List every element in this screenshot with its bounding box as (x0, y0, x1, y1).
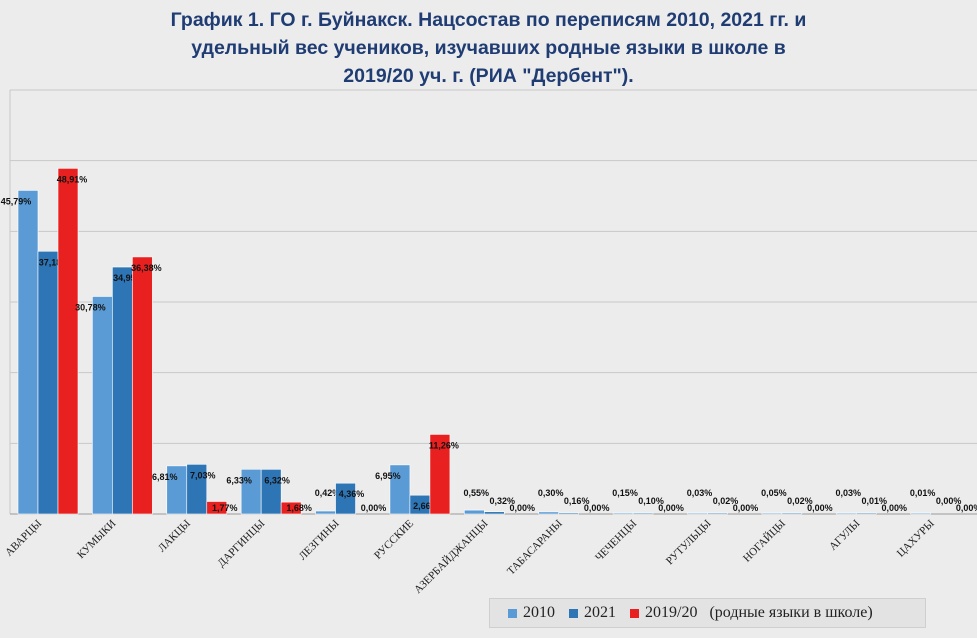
data-label: 0,03% (835, 488, 861, 498)
category-label: АГУЛЫ (827, 517, 863, 553)
data-label: 0,00% (361, 503, 387, 513)
category-label: АЗЕРБАЙДЖАНЦЫ (412, 517, 491, 596)
legend-item-2019: 2019/20 (родные языки в школе) (630, 604, 873, 622)
bar (910, 512, 931, 515)
bar (186, 464, 208, 515)
category-label: РУССКИЕ (372, 517, 416, 561)
category-label: ДАРГИНЦЫ (215, 517, 267, 569)
legend-swatch-2019 (630, 608, 639, 618)
category-label: ЛАКЦЫ (156, 517, 193, 554)
bar (761, 512, 783, 515)
data-label: 45,79% (1, 196, 32, 206)
bar (429, 434, 451, 515)
data-label: 11,26% (429, 440, 459, 450)
bar (484, 511, 505, 515)
category-label: КУМЫКИ (75, 518, 119, 562)
bar (558, 512, 579, 515)
category-label: ЦАХУРЫ (895, 517, 937, 559)
bar (315, 510, 336, 515)
legend-label-2019: 2019/20 (645, 604, 698, 621)
category-label: НОГАЙЦЫ (741, 517, 788, 564)
category-label: ЧЕЧЕНЦЫ (593, 517, 639, 563)
data-label: 0,16% (564, 496, 590, 506)
legend-note: (родные языки в школе) (709, 604, 873, 621)
data-label: 0,55% (464, 488, 490, 498)
data-label: 0,10% (638, 496, 664, 506)
data-label: 30,78% (75, 302, 106, 312)
data-label: 1,68% (286, 503, 312, 513)
data-label: 0,01% (910, 488, 936, 498)
data-label: 0,02% (713, 496, 739, 506)
legend-swatch-2010 (508, 608, 517, 618)
bar (389, 464, 411, 515)
data-label: 0,32% (490, 496, 516, 506)
data-label: 0,00% (956, 503, 977, 513)
category-label: АВАРЦЫ (3, 517, 44, 558)
legend-label-2010: 2010 (523, 604, 555, 621)
data-label: 6,81% (152, 472, 178, 482)
data-label: 37,18% (39, 257, 70, 267)
category-label: ТАБАСАРАНЫ (505, 517, 565, 577)
legend-item-2021: 2021 (569, 604, 616, 622)
data-label: 36,38% (131, 263, 162, 273)
bar (612, 512, 634, 515)
data-label: 0,00% (936, 496, 962, 506)
data-label: 0,00% (658, 503, 684, 513)
legend-label-2021: 2021 (584, 604, 616, 621)
bar (781, 512, 803, 515)
legend-swatch-2021 (569, 608, 578, 618)
data-label: 0,00% (881, 503, 907, 513)
title-line-2: удельный вес учеников, изучавших родные … (191, 37, 786, 59)
title-line-3: 2019/20 уч. г. (РИА "Дербент"). (343, 65, 634, 87)
data-label: 4,36% (339, 489, 365, 499)
bar (707, 512, 728, 515)
bar (112, 266, 133, 515)
bar (538, 511, 559, 515)
data-label: 0,30% (538, 488, 564, 498)
data-label: 0,03% (687, 488, 713, 498)
data-label: 0,42% (315, 488, 341, 498)
data-label: 1,77% (212, 503, 238, 513)
bar (464, 509, 485, 515)
data-label: 0,01% (861, 496, 887, 506)
data-label: 0,00% (733, 503, 759, 513)
bar (855, 512, 877, 515)
data-label: 2,66% (413, 501, 439, 511)
bar (92, 296, 113, 515)
category-label: РУТУЛЬЦЫ (664, 517, 714, 567)
category-label: ЛЕЗГИНЫ (297, 517, 342, 562)
bar (632, 512, 654, 515)
data-label: 6,95% (375, 471, 401, 481)
chart-title: График 1. ГО г. Буйнакск. Нацсостав по п… (0, 6, 977, 90)
bar (17, 190, 39, 515)
data-label: 7,03% (190, 470, 216, 480)
bar (132, 256, 153, 515)
bar (260, 469, 282, 515)
bar (206, 501, 228, 515)
data-label: 0,15% (612, 488, 638, 498)
legend: 2010 2021 2019/20 (родные языки в школе) (489, 598, 926, 628)
data-label: 0,02% (787, 496, 813, 506)
data-label: 0,00% (510, 503, 536, 513)
bar (37, 250, 59, 515)
bar (280, 501, 302, 515)
data-label: 0,05% (761, 488, 787, 498)
data-label: 6,33% (226, 475, 252, 485)
title-line-1: График 1. ГО г. Буйнакск. Нацсостав по п… (170, 9, 807, 31)
data-label: 0,00% (807, 503, 833, 513)
bar (687, 512, 708, 515)
bar (835, 512, 857, 515)
data-label: 6,32% (264, 475, 290, 485)
bar (335, 482, 356, 515)
data-label: 48,91% (57, 174, 88, 184)
data-label: 34,95% (113, 273, 144, 283)
legend-item-2010: 2010 (508, 604, 555, 622)
data-label: 0,00% (584, 503, 610, 513)
bar (57, 168, 79, 515)
